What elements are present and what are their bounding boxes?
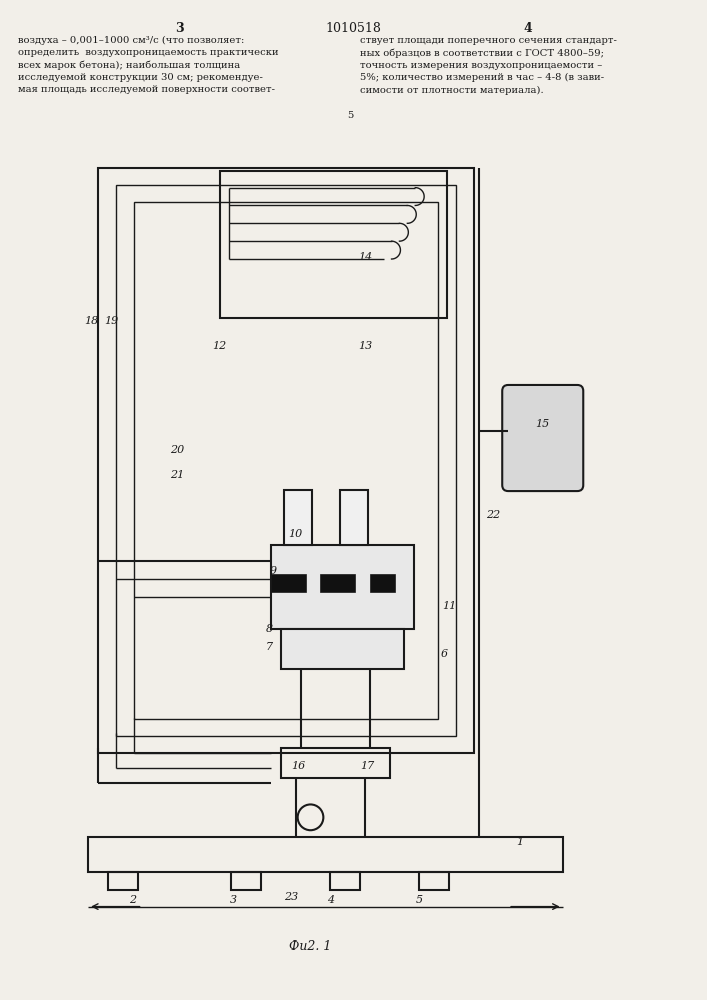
Bar: [116, 185, 456, 736]
Text: 3: 3: [230, 895, 237, 905]
Text: 16: 16: [291, 761, 306, 771]
Bar: [419, 872, 449, 890]
Text: 13: 13: [358, 341, 372, 351]
Bar: [108, 872, 138, 890]
Text: 10: 10: [288, 529, 303, 539]
Text: 4: 4: [327, 895, 334, 905]
Bar: [231, 872, 261, 890]
Text: 3: 3: [175, 22, 183, 35]
Bar: [271, 574, 305, 592]
Text: 5: 5: [416, 895, 423, 905]
Bar: [134, 202, 438, 719]
Bar: [370, 574, 395, 592]
Text: 21: 21: [170, 470, 185, 480]
Bar: [88, 837, 563, 872]
Text: 9: 9: [269, 566, 276, 576]
Text: 14: 14: [358, 252, 372, 262]
Text: 8: 8: [265, 624, 273, 634]
Bar: [281, 748, 390, 778]
Text: Фu2. 1: Фu2. 1: [289, 940, 332, 953]
Text: 18: 18: [84, 316, 98, 326]
Text: 11: 11: [442, 601, 456, 611]
Text: 23: 23: [284, 892, 298, 902]
Text: 1: 1: [516, 837, 524, 847]
Text: 2: 2: [129, 895, 136, 905]
Text: ствует площади поперечного сечения стандарт-
ных образцов в соответствии с ГОСТ : ствует площади поперечного сечения станд…: [360, 36, 617, 95]
Text: 17: 17: [361, 761, 375, 771]
Text: 1010518: 1010518: [325, 22, 381, 35]
Text: 4: 4: [524, 22, 532, 35]
Text: 15: 15: [536, 419, 550, 429]
FancyBboxPatch shape: [502, 385, 583, 491]
Text: 12: 12: [213, 341, 227, 351]
Bar: [271, 545, 414, 629]
Bar: [220, 171, 447, 318]
Text: 7: 7: [265, 642, 273, 652]
Text: 19: 19: [104, 316, 118, 326]
Bar: [284, 490, 312, 545]
Text: 6: 6: [440, 649, 448, 659]
Bar: [340, 490, 368, 545]
Bar: [330, 872, 360, 890]
Text: воздуха – 0,001–1000 см³/с (что позволяет:
определить  воздухопроницаемость прак: воздуха – 0,001–1000 см³/с (что позволяе…: [18, 36, 279, 94]
Text: 20: 20: [170, 445, 185, 455]
Bar: [281, 629, 404, 669]
Text: 5: 5: [347, 111, 354, 120]
Bar: [320, 574, 355, 592]
Bar: [98, 168, 474, 753]
Text: 22: 22: [486, 510, 501, 520]
